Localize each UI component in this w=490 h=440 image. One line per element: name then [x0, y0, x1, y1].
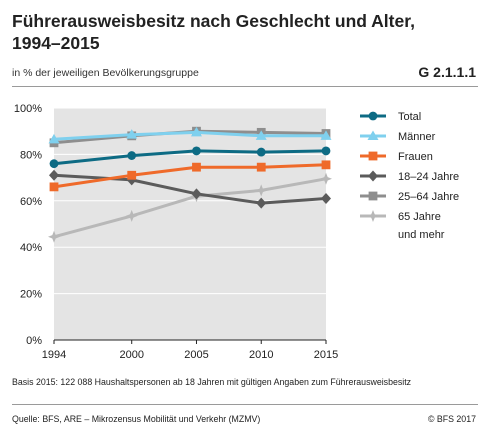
data-point	[48, 133, 60, 144]
data-point	[48, 230, 60, 243]
y-tick-label: 60%	[20, 196, 42, 208]
legend-label: 25–64 Jahre	[398, 191, 459, 203]
legend-label: Frauen	[398, 151, 433, 163]
chart-subtitle: in % der jeweiligen Bevölkerungsgruppe	[12, 67, 199, 79]
graphic-code: G 2.1.1.1	[418, 64, 476, 80]
x-tick-label: 2005	[184, 349, 208, 361]
legend-marker	[368, 111, 378, 121]
data-point	[49, 182, 59, 192]
data-point	[127, 151, 137, 160]
legend-marker	[368, 191, 378, 201]
y-tick-label: 80%	[20, 149, 42, 161]
x-tick-label: 2010	[249, 349, 273, 361]
data-point	[190, 126, 202, 137]
data-point	[256, 147, 266, 157]
data-point	[49, 159, 59, 169]
chart-title: Führerausweisbesitz nach Geschlecht und …	[12, 11, 415, 53]
header-divider	[12, 86, 478, 87]
data-point	[321, 192, 331, 204]
footer-divider	[12, 404, 478, 405]
data-point	[192, 162, 201, 172]
legend-marker	[367, 130, 379, 140]
copyright-note: © BFS 2017	[427, 414, 476, 424]
legend-label: Männer	[398, 131, 436, 143]
legend-label: 65 Jahre	[398, 211, 441, 223]
data-point	[321, 146, 331, 156]
data-point	[321, 160, 331, 170]
data-point	[255, 130, 267, 140]
x-tick-label: 2000	[119, 349, 143, 361]
data-point	[126, 129, 138, 139]
legend-marker	[367, 210, 379, 222]
legend-label: Total	[398, 111, 421, 123]
data-point	[256, 162, 266, 172]
legend-marker	[368, 170, 378, 182]
plot-background	[54, 108, 326, 340]
legend-marker	[368, 151, 378, 161]
y-tick-label: 100%	[14, 103, 42, 115]
data-point	[320, 130, 332, 140]
data-point	[320, 172, 332, 185]
data-point	[192, 146, 201, 156]
legend-label: und mehr	[398, 229, 445, 241]
data-point	[127, 170, 137, 180]
data-basis-note: Basis 2015: 122 088 Haushaltspersonen ab…	[12, 377, 412, 387]
legend-label: 18–24 Jahre	[398, 171, 459, 183]
data-point	[125, 209, 138, 222]
y-tick-label: 40%	[20, 242, 42, 254]
y-tick-label: 0%	[26, 335, 42, 347]
x-tick-label: 1994	[42, 349, 66, 361]
x-tick-label: 2015	[314, 349, 338, 361]
source-note: Quelle: BFS, ARE – Mikrozensus Mobilität…	[12, 414, 261, 424]
data-point	[49, 169, 59, 181]
data-point	[191, 188, 202, 200]
data-point	[256, 197, 267, 209]
data-point	[255, 184, 268, 197]
y-tick-label: 20%	[20, 289, 42, 301]
line-chart: 0% 20% 40% 60% 80% 100% 1994 2000 2005 2010 2015 To…	[14, 103, 459, 361]
